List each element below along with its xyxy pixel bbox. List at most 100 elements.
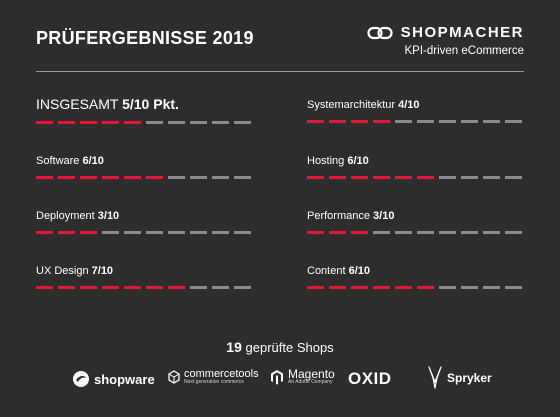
- score-segment-filled: [417, 176, 434, 179]
- score-segment-filled: [36, 176, 53, 179]
- metric-value: 7/10: [91, 265, 114, 277]
- oxid-name: OXID: [348, 369, 392, 388]
- commercetools-sub: Next generation commerce: [184, 379, 245, 385]
- score-segment-empty: [461, 120, 478, 123]
- metric-value: 6/10: [82, 155, 104, 167]
- score-segment-empty: [190, 121, 207, 124]
- metric-value: 3/10: [97, 210, 120, 222]
- score-bar: [36, 231, 254, 234]
- score-segment-empty: [168, 176, 185, 179]
- score-segment-filled: [36, 121, 53, 124]
- metric-value: 3/10: [373, 210, 395, 222]
- score-segment-empty: [146, 121, 163, 124]
- score-segment-filled: [146, 176, 163, 179]
- magento-name: Magento: [288, 367, 335, 381]
- score-segment-empty: [417, 120, 434, 123]
- brand-block: SHOPMACHER KPI-driven eCommerce: [367, 24, 524, 57]
- magento-logo: Magento An Adobe Company: [270, 368, 335, 385]
- score-segment-empty: [439, 176, 456, 179]
- score-segment-empty: [102, 231, 119, 234]
- score-segment-filled: [80, 286, 97, 289]
- score-bar: [36, 121, 254, 124]
- score-segment-empty: [439, 120, 456, 123]
- commercetools-logo: commercetools Next generation commerce: [168, 369, 259, 385]
- score-segment-filled: [395, 176, 412, 179]
- score-segment-empty: [461, 286, 478, 289]
- score-segment-filled: [351, 231, 368, 234]
- score-segment-filled: [329, 231, 346, 234]
- score-segment-filled: [373, 120, 390, 123]
- metric-software: Software 6/10: [36, 155, 254, 179]
- score-segment-empty: [212, 231, 229, 234]
- metric-value: 4/10: [398, 99, 420, 111]
- score-segment-empty: [483, 120, 500, 123]
- score-segment-filled: [58, 121, 75, 124]
- score-segment-filled: [80, 176, 97, 179]
- score-segment-filled: [329, 286, 346, 289]
- score-segment-filled: [351, 120, 368, 123]
- score-segment-empty: [505, 286, 522, 289]
- magento-sub: An Adobe Company: [288, 379, 333, 385]
- shopware-name: shopware: [94, 371, 155, 387]
- score-segment-filled: [36, 231, 53, 234]
- score-segment-empty: [190, 286, 207, 289]
- score-segment-empty: [190, 176, 207, 179]
- score-segment-filled: [417, 286, 434, 289]
- metric-performance: Performance 3/10: [307, 210, 525, 234]
- brand-tagline: KPI-driven eCommerce: [404, 45, 524, 57]
- score-segment-empty: [234, 176, 251, 179]
- commercetools-icon: [168, 370, 180, 384]
- score-segment-empty: [212, 286, 229, 289]
- score-segment-empty: [461, 231, 478, 234]
- score-segment-filled: [58, 176, 75, 179]
- score-segment-empty: [395, 231, 412, 234]
- brand-name: SHOPMACHER: [400, 24, 524, 41]
- score-segment-filled: [80, 121, 97, 124]
- magento-icon: [271, 369, 283, 384]
- score-segment-filled: [395, 286, 412, 289]
- score-segment-filled: [168, 286, 185, 289]
- score-segment-filled: [351, 286, 368, 289]
- score-segment-empty: [483, 176, 500, 179]
- shops-count-number: 19: [226, 339, 242, 355]
- score-segment-empty: [395, 120, 412, 123]
- metric-label: UX Design: [36, 265, 89, 277]
- score-segment-empty: [168, 231, 185, 234]
- metric-label: Performance: [307, 210, 370, 222]
- score-segment-empty: [168, 121, 185, 124]
- score-segment-filled: [307, 176, 324, 179]
- metric-label: Deployment: [36, 210, 95, 222]
- score-segment-filled: [329, 120, 346, 123]
- metric-label: INSGESAMT: [36, 96, 119, 112]
- score-bar: [307, 286, 525, 289]
- spryker-name: Spryker: [447, 371, 492, 385]
- score-bar: [36, 176, 254, 179]
- metric-label: Hosting: [307, 155, 345, 167]
- score-segment-empty: [439, 286, 456, 289]
- score-segment-empty: [212, 121, 229, 124]
- score-segment-filled: [373, 176, 390, 179]
- metric-content: Content 6/10: [307, 265, 525, 289]
- score-segment-empty: [212, 176, 229, 179]
- score-segment-empty: [373, 231, 390, 234]
- score-segment-filled: [102, 121, 119, 124]
- metric-deployment: Deployment 3/10: [36, 210, 254, 234]
- oxid-logo: OXID: [348, 369, 392, 389]
- score-segment-empty: [417, 231, 434, 234]
- score-segment-empty: [234, 121, 251, 124]
- score-segment-empty: [461, 176, 478, 179]
- score-segment-empty: [483, 231, 500, 234]
- score-segment-filled: [124, 286, 141, 289]
- page-title: PRÜFERGEBNISSE 2019: [36, 28, 254, 48]
- score-segment-empty: [505, 176, 522, 179]
- score-bar: [307, 120, 525, 123]
- chain-link-icon: [367, 26, 393, 39]
- score-segment-empty: [483, 286, 500, 289]
- score-segment-filled: [146, 286, 163, 289]
- metric-label: Systemarchitektur: [307, 99, 396, 111]
- score-segment-empty: [439, 231, 456, 234]
- commercetools-name: commercetools: [184, 368, 259, 380]
- metric-hosting: Hosting 6/10: [307, 155, 525, 179]
- spryker-icon: [428, 366, 442, 389]
- score-segment-filled: [124, 176, 141, 179]
